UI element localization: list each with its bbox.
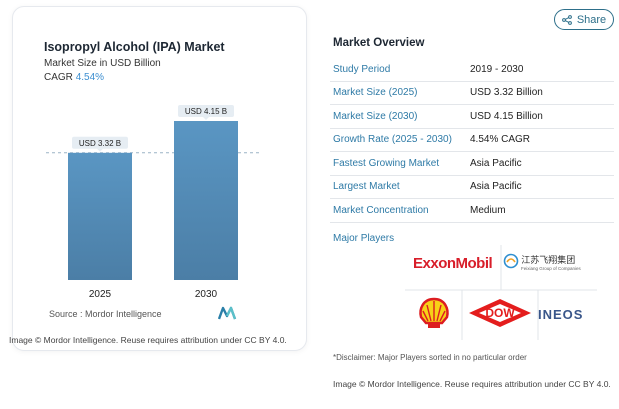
cagr-value: 4.54% [75, 72, 105, 83]
overview-row-concentration: Market Concentration Medium [330, 199, 614, 223]
category-label-2030: 2030 [195, 289, 218, 300]
logo-grid-lines [405, 245, 597, 340]
overview-row-study-period: Study Period 2019 - 2030 [330, 58, 614, 82]
overview-key[interactable]: Market Concentration [333, 204, 429, 216]
data-label-bg-2025 [72, 136, 128, 149]
category-label-2025: 2025 [89, 289, 112, 300]
dow-logo-icon: DOW [469, 299, 531, 327]
shell-logo-icon [419, 297, 449, 328]
exxonmobil-logo: ExxonMobil [413, 255, 493, 272]
chart-card [12, 6, 307, 351]
feixiang-subtitle: Feixiang Group of Companies [521, 266, 581, 271]
overview-value: Medium [470, 204, 506, 216]
chart-title: Isopropyl Alcohol (IPA) Market [44, 40, 225, 54]
data-label-pointer-2030 [203, 117, 209, 120]
overview-row-fastest-growing: Fastest Growing Market Asia Pacific [330, 152, 614, 176]
major-players-label[interactable]: Major Players [333, 233, 395, 244]
share-icon [561, 14, 572, 25]
cagr-line: CAGR 4.54% [44, 72, 104, 83]
overview-table: Study Period 2019 - 2030 Market Size (20… [330, 58, 614, 223]
overview-value: 4.54% CAGR [470, 134, 531, 146]
ineos-logo: INEOS [538, 307, 584, 322]
feixiang-name: 江苏飞翔集团 [521, 255, 576, 266]
data-label-2030: USD 4.15 B [185, 107, 227, 116]
data-label-pointer-2025 [97, 148, 103, 152]
overview-key[interactable]: Study Period [333, 63, 391, 75]
share-label: Share [576, 13, 607, 26]
image-credit-right: Image © Mordor Intelligence. Reuse requi… [333, 379, 611, 389]
major-players-logos: ExxonMobil 江苏飞翔集团 Feixiang Group of Comp… [405, 245, 597, 340]
dow-text: DOW [485, 306, 515, 320]
overview-value: Asia Pacific [470, 157, 522, 169]
overview-value: Asia Pacific [470, 181, 522, 193]
chart-source: Source : Mordor Intelligence [49, 309, 162, 319]
jiangsu-feixiang-logo: 江苏飞翔集团 Feixiang Group of Companies [503, 253, 581, 271]
cagr-label: CAGR [44, 72, 73, 83]
overview-row-largest-market: Largest Market Asia Pacific [330, 176, 614, 199]
overview-key[interactable]: Largest Market [333, 181, 400, 193]
overview-row-market-size-2025: Market Size (2025) USD 3.32 Billion [330, 82, 614, 105]
data-label-2025: USD 3.32 B [79, 139, 121, 148]
feixiang-mark-icon [503, 253, 519, 269]
overview-value: 2019 - 2030 [470, 63, 524, 75]
data-label-bg-2030 [178, 105, 234, 117]
players-disclaimer: *Disclaimer: Major Players sorted in no … [333, 353, 527, 362]
bar-2030 [174, 121, 238, 280]
overview-row-growth-rate: Growth Rate (2025 - 2030) 4.54% CAGR [330, 129, 614, 152]
overview-key[interactable]: Fastest Growing Market [333, 157, 440, 169]
image-credit-left: Image © Mordor Intelligence. Reuse requi… [9, 335, 287, 345]
overview-value: USD 4.15 Billion [470, 110, 543, 122]
mordor-logo-icon [218, 306, 237, 320]
bar-2025 [68, 152, 132, 280]
overview-key[interactable]: Market Size (2025) [333, 87, 418, 99]
share-button[interactable]: Share [554, 9, 614, 30]
overview-key[interactable]: Market Size (2030) [333, 110, 418, 122]
overview-title: Market Overview [333, 37, 425, 49]
overview-row-market-size-2030: Market Size (2030) USD 4.15 Billion [330, 105, 614, 129]
chart-subtitle: Market Size in USD Billion [44, 58, 161, 69]
overview-value: USD 3.32 Billion [470, 87, 543, 99]
overview-key[interactable]: Growth Rate (2025 - 2030) [333, 134, 452, 146]
